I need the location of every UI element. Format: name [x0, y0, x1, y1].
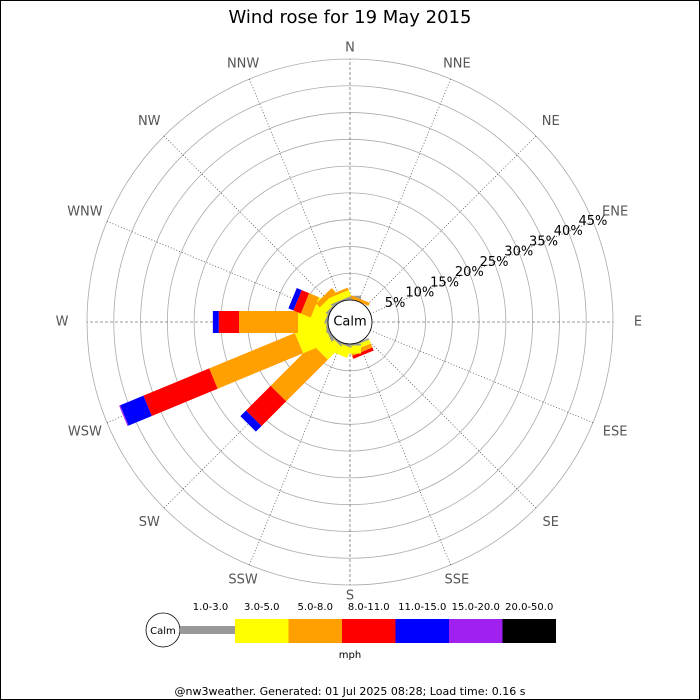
legend-label: 3.0-5.0 — [244, 602, 279, 613]
spoke — [358, 78, 452, 302]
bar-segment — [239, 311, 299, 333]
calm-label: Calm — [333, 315, 366, 330]
direction-label: SSW — [228, 573, 258, 588]
legend-swatch — [288, 619, 342, 643]
direction-label: SW — [139, 515, 160, 530]
ring-label: 40% — [554, 224, 583, 239]
bar-segment — [316, 288, 336, 308]
legend-label: 20.0-50.0 — [505, 602, 553, 613]
spoke — [370, 220, 594, 314]
chart-title: Wind rose for 19 May 2015 — [229, 7, 472, 28]
direction-label: ESE — [603, 424, 628, 439]
bar-segment — [300, 293, 320, 318]
legend-label: 11.0-15.0 — [398, 602, 446, 613]
spoke — [370, 330, 594, 424]
bar-segment — [120, 395, 152, 426]
bar-segment — [209, 332, 304, 389]
legend-label: 15.0-20.0 — [452, 602, 500, 613]
unit-label: mph — [339, 650, 361, 661]
legend-swatch — [449, 619, 503, 643]
bar-segment — [246, 385, 287, 426]
legend-calm-label: Calm — [150, 626, 176, 637]
spoke — [163, 135, 335, 307]
legend-swatch — [342, 619, 396, 643]
calm-circle — [327, 299, 373, 345]
spoke — [248, 78, 342, 302]
spoke — [106, 220, 330, 314]
bar-segment — [352, 347, 374, 359]
legend-label: 1.0-3.0 — [193, 602, 228, 613]
ring-label: 5% — [385, 296, 406, 311]
direction-label: NW — [138, 114, 161, 129]
direction-label: WSW — [68, 424, 102, 439]
bar-segment — [143, 368, 218, 416]
direction-label: NE — [542, 114, 560, 129]
footer: @nw3weather. Generated: 01 Jul 2025 08:2… — [175, 685, 526, 698]
ring-label: 30% — [504, 245, 533, 260]
spoke — [365, 337, 537, 509]
spoke — [248, 342, 342, 566]
grid-ring — [193, 165, 507, 479]
legend-label: 8.0-11.0 — [348, 602, 390, 613]
ring-label: 45% — [579, 214, 608, 229]
bar-segment — [218, 311, 240, 333]
bar-segment — [330, 295, 352, 306]
spoke — [365, 135, 537, 307]
spoke — [358, 342, 452, 566]
direction-label: E — [634, 315, 642, 330]
legend-swatch — [235, 619, 289, 643]
direction-label: SE — [543, 515, 559, 530]
grid-ring — [113, 85, 587, 559]
ring-label: 25% — [480, 255, 509, 270]
direction-label: NNE — [443, 56, 471, 71]
legend-label: 5.0-8.0 — [298, 602, 333, 613]
legend-swatch — [180, 626, 235, 634]
ring-label: 35% — [529, 234, 558, 249]
direction-label: S — [346, 589, 354, 604]
legend-swatch — [502, 619, 556, 643]
bar-segment — [293, 290, 310, 314]
legend-swatch — [395, 619, 449, 643]
direction-label: NNW — [227, 56, 259, 71]
bar-segment — [348, 294, 370, 306]
bar-segment — [240, 410, 262, 432]
bar-segment — [327, 287, 349, 299]
direction-label: N — [345, 41, 355, 56]
ring-label: 20% — [455, 265, 484, 280]
bar-segment — [328, 290, 352, 305]
bar-segment — [288, 288, 302, 311]
direction-label: WNW — [67, 205, 103, 220]
bar-segment — [119, 405, 129, 427]
bar-segment — [270, 344, 328, 402]
ring-label: 15% — [430, 275, 459, 290]
bar-segment — [212, 311, 219, 333]
ring-label: 10% — [405, 286, 434, 301]
direction-label: W — [56, 315, 69, 330]
direction-label: SSE — [445, 573, 470, 588]
direction-label: ENE — [602, 205, 628, 220]
